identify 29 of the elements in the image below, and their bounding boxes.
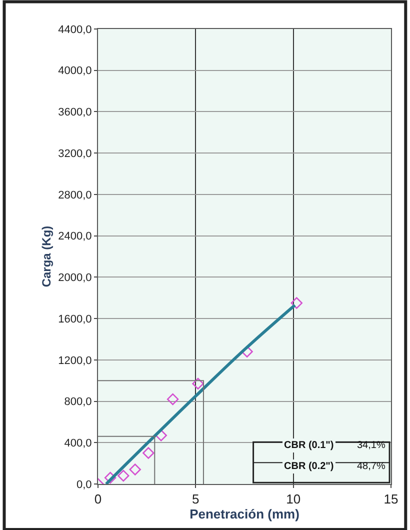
y-tick-label: 2400,0 (58, 230, 92, 243)
x-tick-label: 10 (286, 492, 301, 507)
y-tick-label: 4000,0 (58, 65, 92, 78)
x-tick-label: 0 (94, 492, 102, 507)
annotation: CBR (0.1") (284, 440, 334, 451)
annotation: CBR (0.2") (284, 461, 334, 472)
x-axis-title: Penetración (mm) (190, 506, 300, 522)
y-tick-label: 800,0 (64, 396, 92, 408)
y-tick-label: 400,0 (64, 437, 92, 450)
y-tick-label: 1200,0 (58, 354, 92, 367)
point (166, 393, 179, 406)
point (129, 464, 141, 476)
point (118, 470, 130, 482)
point (142, 447, 154, 459)
y-tick-label: 3600,0 (58, 106, 92, 119)
x-tick-label: 15 (384, 492, 398, 507)
annotation: 34,1% (357, 440, 386, 451)
y-tick-label: 2000,0 (58, 272, 92, 284)
annotation: 48,7% (357, 461, 386, 472)
point (290, 297, 302, 309)
point (192, 378, 204, 390)
y-tick-label: 2800,0 (58, 189, 92, 202)
y-tick-label: 3200,0 (58, 148, 92, 160)
x-tick-label: 5 (192, 492, 200, 507)
y-tick-label: 0,0 (76, 478, 92, 491)
y-tick-label: 4400,0 (58, 24, 92, 36)
point (104, 472, 116, 484)
y-axis-title: Carga (Kg) (39, 226, 54, 288)
y-tick-label: 1600,0 (58, 313, 92, 326)
